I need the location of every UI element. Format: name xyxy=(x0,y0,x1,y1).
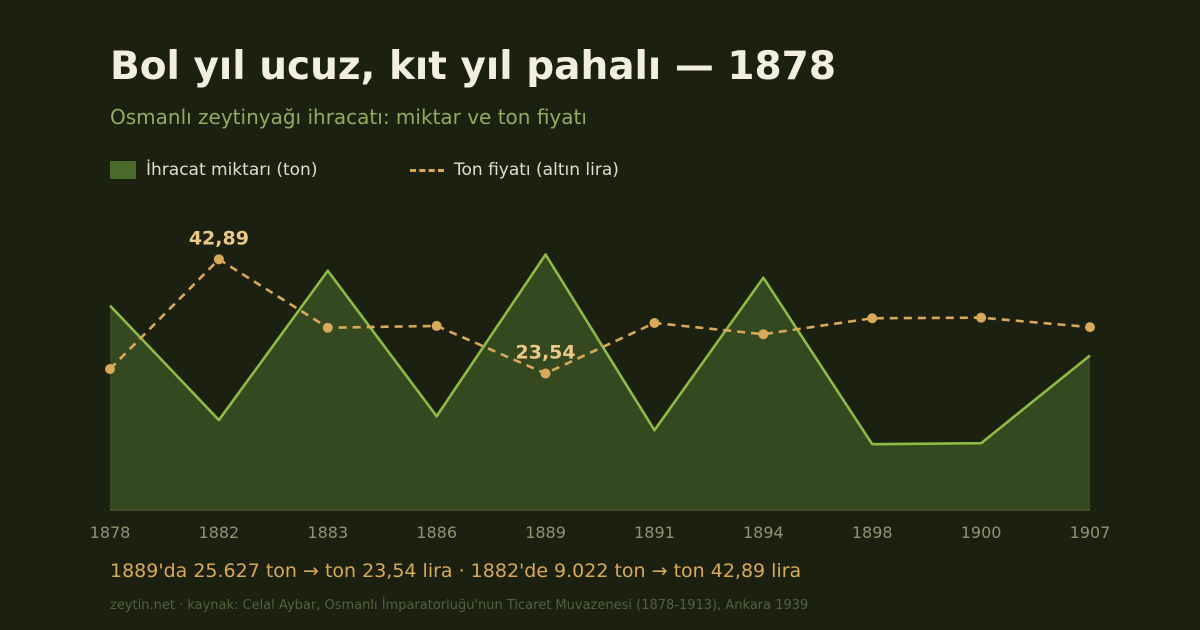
x-tick-label-1894: 1894 xyxy=(743,523,784,542)
x-tick-label-1891: 1891 xyxy=(634,523,675,542)
legend-item-price: Ton fiyatı (altın lira) xyxy=(410,160,619,180)
x-tick-label-1878: 1878 xyxy=(90,523,131,542)
price-point-1886 xyxy=(431,320,442,331)
x-tick-label-1907: 1907 xyxy=(1070,523,1111,542)
price-point-1882 xyxy=(213,254,224,265)
price-point-1894 xyxy=(758,329,769,340)
price-point-1889 xyxy=(540,368,551,379)
legend-swatch-area xyxy=(110,161,136,179)
chart-subtitle: Osmanlı zeytinyağı ihracatı: miktar ve t… xyxy=(110,105,587,129)
source-note: zeytin.net · kaynak: Celal Aybar, Osmanl… xyxy=(110,598,809,613)
x-tick-label-1898: 1898 xyxy=(852,523,893,542)
legend-label-export: İhracat miktarı (ton) xyxy=(146,160,318,180)
data-label-1889: 23,54 xyxy=(516,341,576,363)
x-tick-label-1900: 1900 xyxy=(961,523,1002,542)
price-point-1898 xyxy=(867,313,878,324)
export-line xyxy=(109,253,1091,446)
x-tick-label-1889: 1889 xyxy=(525,523,566,542)
export-area xyxy=(110,254,1090,510)
legend-label-price: Ton fiyatı (altın lira) xyxy=(454,160,619,180)
x-tick-label-1882: 1882 xyxy=(199,523,240,542)
legend-swatch-dashed-line xyxy=(410,168,444,172)
price-point-1900 xyxy=(976,312,987,323)
data-label-1882: 42,89 xyxy=(189,227,249,249)
price-point-1883 xyxy=(322,322,333,333)
x-tick-label-1886: 1886 xyxy=(416,523,457,542)
price-point-1907 xyxy=(1085,322,1095,333)
chart-title: Bol yıl ucuz, kıt yıl pahalı — 1878 xyxy=(110,44,836,89)
price-point-1891 xyxy=(649,317,660,328)
x-tick-label-1883: 1883 xyxy=(307,523,348,542)
summary-note: 1889'da 25.627 ton → ton 23,54 lira · 18… xyxy=(110,560,802,582)
price-point-1878 xyxy=(105,364,115,374)
legend-item-export: İhracat miktarı (ton) xyxy=(110,160,317,180)
